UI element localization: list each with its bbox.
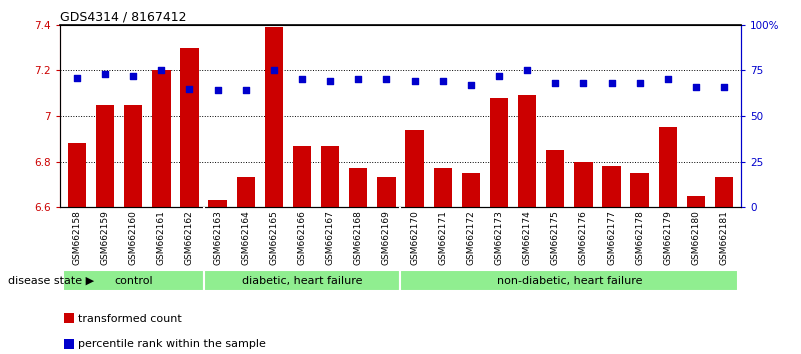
Text: GSM662159: GSM662159 (101, 210, 110, 265)
Point (662, 76, 674, 82)
Text: GSM662176: GSM662176 (579, 210, 588, 265)
Bar (658, 127, 677, 354)
Text: GDS4314 / 8167412: GDS4314 / 8167412 (60, 11, 187, 24)
Point (239, 87, 252, 93)
Bar (64, 313, 74, 323)
Point (437, 79, 449, 84)
Text: GSM662168: GSM662168 (354, 210, 363, 265)
Text: GSM662165: GSM662165 (269, 210, 279, 265)
Bar (405, 130, 424, 354)
Text: GSM662164: GSM662164 (241, 210, 250, 265)
Point (70, 75, 83, 80)
Bar (236, 177, 255, 354)
Text: diabetic, heart failure: diabetic, heart failure (242, 275, 362, 286)
Point (409, 79, 421, 84)
Bar (64, 339, 74, 348)
Bar (63, 270, 203, 291)
Text: GSM662169: GSM662169 (382, 210, 391, 265)
Bar (546, 150, 565, 354)
Point (324, 79, 336, 84)
Bar (321, 145, 340, 354)
Text: GSM662171: GSM662171 (438, 210, 447, 265)
Point (549, 80, 562, 86)
Text: GSM662166: GSM662166 (297, 210, 307, 265)
Point (690, 84, 702, 90)
Bar (203, 270, 400, 291)
Text: GSM662163: GSM662163 (213, 210, 222, 265)
Point (268, 68, 280, 73)
Point (183, 86, 196, 91)
Text: GSM662158: GSM662158 (72, 210, 82, 265)
Point (634, 80, 646, 86)
Bar (208, 200, 227, 354)
Text: GSM662179: GSM662179 (663, 210, 672, 265)
Bar (377, 177, 396, 354)
Text: GSM662160: GSM662160 (129, 210, 138, 265)
Bar (518, 96, 536, 354)
Bar (433, 169, 452, 354)
Bar (180, 47, 199, 354)
Bar (349, 169, 368, 354)
Text: GSM662170: GSM662170 (410, 210, 419, 265)
Text: control: control (114, 275, 152, 286)
Point (211, 87, 224, 93)
Point (521, 68, 533, 73)
Point (99, 71, 111, 77)
Bar (461, 173, 480, 354)
Point (718, 84, 731, 90)
Text: GSM662162: GSM662162 (185, 210, 194, 265)
Point (605, 80, 618, 86)
Point (296, 76, 308, 82)
Bar (490, 98, 508, 354)
Text: disease state ▶: disease state ▶ (8, 275, 95, 286)
Bar (686, 196, 705, 354)
Point (155, 68, 167, 73)
Point (465, 82, 477, 88)
Point (493, 73, 505, 79)
Text: GSM662175: GSM662175 (551, 210, 560, 265)
Text: transformed count: transformed count (78, 314, 182, 324)
Text: GSM662178: GSM662178 (635, 210, 644, 265)
Bar (293, 145, 311, 354)
Point (127, 73, 139, 79)
Bar (715, 177, 733, 354)
Bar (68, 143, 86, 354)
Point (352, 76, 364, 82)
Bar (400, 270, 738, 291)
Text: percentile rank within the sample: percentile rank within the sample (78, 339, 267, 349)
Text: GSM662173: GSM662173 (494, 210, 504, 265)
Text: GSM662181: GSM662181 (719, 210, 729, 265)
Point (380, 76, 392, 82)
Text: GSM662174: GSM662174 (522, 210, 532, 265)
Text: GSM662167: GSM662167 (326, 210, 335, 265)
Text: GSM662161: GSM662161 (157, 210, 166, 265)
Bar (574, 161, 593, 354)
Point (577, 80, 590, 86)
Bar (602, 166, 621, 354)
Text: non-diabetic, heart failure: non-diabetic, heart failure (497, 275, 642, 286)
Bar (630, 173, 649, 354)
Bar (124, 104, 143, 354)
Text: GSM662180: GSM662180 (691, 210, 700, 265)
Bar (96, 104, 115, 354)
Bar (265, 27, 283, 354)
Text: GSM662177: GSM662177 (607, 210, 616, 265)
Bar (152, 70, 171, 354)
Text: GSM662172: GSM662172 (466, 210, 475, 265)
